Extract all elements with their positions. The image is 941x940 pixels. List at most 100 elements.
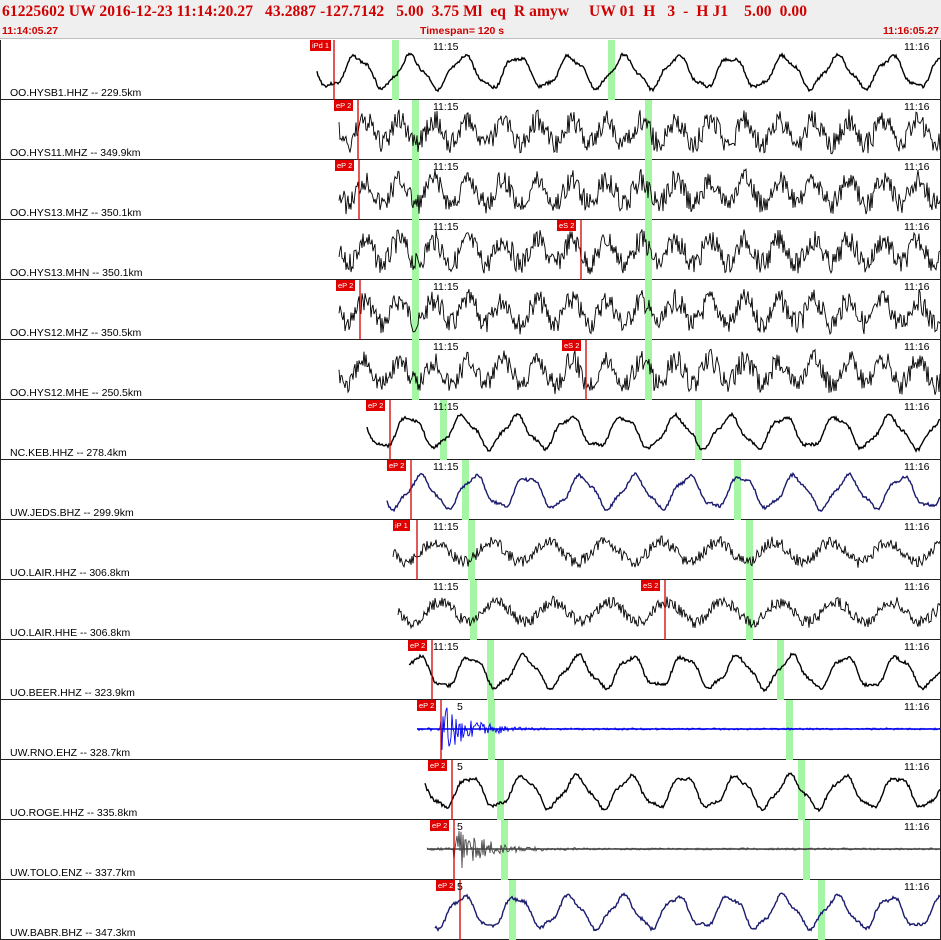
waveform-line — [366, 411, 941, 453]
phase-window-highlight — [501, 820, 508, 880]
trace-row[interactable]: eP 2 5 11:16 UW.BABR.BHZ -- 347.3km — [1, 880, 941, 940]
station-channel-label: UO.LAIR.HHE -- 306.8km — [10, 627, 131, 639]
time-tick-label: 11:16 — [904, 101, 930, 113]
waveform-line — [416, 707, 941, 750]
trace-row[interactable]: eP 2 11:15 11:16 UW.JEDS.BHZ -- 299.9km — [1, 460, 941, 520]
pick-flag[interactable]: eP 2 — [387, 460, 407, 471]
trace-row[interactable]: eS 2 11:15 11:16 OO.HYS12.MHE -- 250.5km — [1, 340, 941, 400]
trace-plot — [424, 760, 941, 820]
time-tick-label: 11:16 — [904, 461, 930, 473]
phase-window-highlight — [645, 340, 652, 400]
phase-window-highlight — [412, 160, 419, 220]
phase-window-highlight — [462, 460, 469, 520]
pick-flag[interactable]: iP 1 — [393, 520, 410, 531]
time-tick-label: 5 — [457, 881, 463, 893]
pick-flag[interactable]: eP 2 — [430, 820, 450, 831]
start-time: 11:14:05.27 — [2, 25, 59, 37]
trace-row[interactable]: eP 2 5 11:16 UW.TOLO.ENZ -- 337.7km — [1, 820, 941, 880]
time-tick-label: 11:16 — [904, 581, 930, 593]
time-tick-label: 11:16 — [904, 221, 930, 233]
trace-plot — [392, 520, 941, 580]
waveform-line — [338, 229, 941, 275]
trace-plot — [338, 280, 941, 340]
waveform-line — [338, 348, 941, 395]
pick-flag[interactable]: eS 2 — [562, 340, 582, 351]
trace-plot — [386, 460, 941, 520]
phase-window-highlight — [695, 400, 702, 460]
phase-window-highlight — [468, 520, 475, 580]
pick-flag[interactable]: eS 2 — [557, 220, 577, 231]
trace-plot — [416, 700, 941, 760]
trace-row[interactable]: iPd 1 11:15 11:16 OO.HYSB1.HHZ -- 229.5km — [1, 40, 941, 100]
station-channel-label: OO.HYS12.MHE -- 250.5km — [10, 387, 142, 399]
phase-window-highlight — [746, 520, 753, 580]
trace-row[interactable]: eP 2 5 11:16 UW.RNO.EHZ -- 328.7km — [1, 700, 941, 760]
event-title: 61225602 UW 2016-12-23 11:14:20.27 43.28… — [2, 3, 808, 20]
station-channel-label: UW.JEDS.BHZ -- 299.9km — [10, 507, 134, 519]
trace-row[interactable]: eP 2 11:15 11:16 OO.HYS11.MHZ -- 349.9km — [1, 100, 941, 160]
trace-plot — [338, 220, 941, 280]
trace-row[interactable]: eP 2 11:15 11:16 UO.BEER.HHZ -- 323.9km — [1, 640, 941, 700]
trace-row[interactable]: eS 2 11:15 11:16 OO.HYS13.MHN -- 350.1km — [1, 220, 941, 280]
trace-row[interactable]: eS 2 11:15 11:16 UO.LAIR.HHE -- 306.8km — [1, 580, 941, 640]
time-tick-label: 11:16 — [904, 761, 930, 773]
time-tick-label: 11:15 — [433, 101, 459, 113]
time-tick-label: 11:15 — [433, 581, 459, 593]
waveform-line — [424, 772, 941, 813]
station-channel-label: UW.TOLO.ENZ -- 337.7km — [10, 867, 136, 879]
station-channel-label: OO.HYS13.MHN -- 350.1km — [10, 267, 143, 279]
pick-flag[interactable]: eP 2 — [334, 100, 354, 111]
station-channel-label: UO.LAIR.HHZ -- 306.8km — [10, 567, 130, 579]
waveform-line — [434, 892, 941, 932]
waveform-line — [397, 595, 941, 630]
pick-flag[interactable]: eP 2 — [428, 760, 448, 771]
station-channel-label: OO.HYS12.MHZ -- 350.5km — [10, 327, 142, 339]
time-tick-label: 5 — [457, 701, 463, 713]
time-tick-label: 11:16 — [904, 701, 930, 713]
time-tick-label: 11:15 — [433, 41, 459, 53]
station-channel-label: UO.ROGE.HHZ -- 335.8km — [10, 807, 138, 819]
trace-row[interactable]: eP 2 5 11:16 UO.ROGE.HHZ -- 335.8km — [1, 760, 941, 820]
waveform-line — [392, 535, 941, 569]
trace-plot — [338, 100, 941, 160]
waveform-line — [316, 52, 941, 93]
trace-plot — [397, 580, 941, 640]
time-tick-label: 11:16 — [904, 881, 930, 893]
time-tick-label: 5 — [457, 821, 463, 833]
pick-flag[interactable]: eP 2 — [335, 160, 355, 171]
waveform-line — [386, 471, 941, 513]
phase-window-highlight — [412, 340, 419, 400]
time-tick-label: 11:15 — [433, 341, 459, 353]
pick-flag[interactable]: eP 2 — [408, 640, 428, 651]
phase-window-highlight — [803, 820, 810, 880]
pick-flag[interactable]: eP 2 — [366, 400, 386, 411]
time-tick-label: 11:16 — [904, 821, 930, 833]
time-tick-label: 11:15 — [433, 401, 459, 413]
trace-row[interactable]: eP 2 11:15 11:16 OO.HYS13.MHZ -- 350.1km — [1, 160, 941, 220]
trace-row[interactable]: eP 2 11:15 11:16 OO.HYS12.MHZ -- 350.5km — [1, 280, 941, 340]
trace-row[interactable]: iP 1 11:15 11:16 UO.LAIR.HHZ -- 306.8km — [1, 520, 941, 580]
pick-flag[interactable]: iPd 1 — [310, 40, 332, 51]
station-channel-label: NC.KEB.HHZ -- 278.4km — [10, 447, 127, 459]
pick-flag[interactable]: eP 2 — [417, 700, 437, 711]
seismogram-panel[interactable]: iPd 1 11:15 11:16 OO.HYSB1.HHZ -- 229.5km eP… — [0, 40, 941, 940]
trace-row[interactable]: eP 2 11:15 11:16 NC.KEB.HHZ -- 278.4km — [1, 400, 941, 460]
station-channel-label: UO.BEER.HHZ -- 323.9km — [10, 687, 135, 699]
time-tick-label: 11:15 — [433, 281, 459, 293]
phase-window-highlight — [645, 280, 652, 340]
trace-plot — [408, 640, 941, 700]
pick-flag[interactable]: eP 2 — [336, 280, 356, 291]
pick-flag[interactable]: eP 2 — [436, 880, 456, 891]
phase-window-highlight — [412, 100, 419, 160]
time-tick-label: 11:16 — [904, 161, 930, 173]
pick-flag[interactable]: eS 2 — [641, 580, 661, 591]
trace-plot — [338, 160, 941, 220]
time-tick-label: 11:16 — [904, 341, 930, 353]
waveform-line — [338, 167, 941, 215]
time-tick-label: 11:16 — [904, 521, 930, 533]
station-channel-label: OO.HYSB1.HHZ -- 229.5km — [10, 87, 142, 99]
trace-plot — [426, 820, 941, 880]
waveform-line — [338, 109, 941, 155]
time-tick-label: 11:16 — [904, 641, 930, 653]
phase-window-highlight — [392, 40, 399, 100]
